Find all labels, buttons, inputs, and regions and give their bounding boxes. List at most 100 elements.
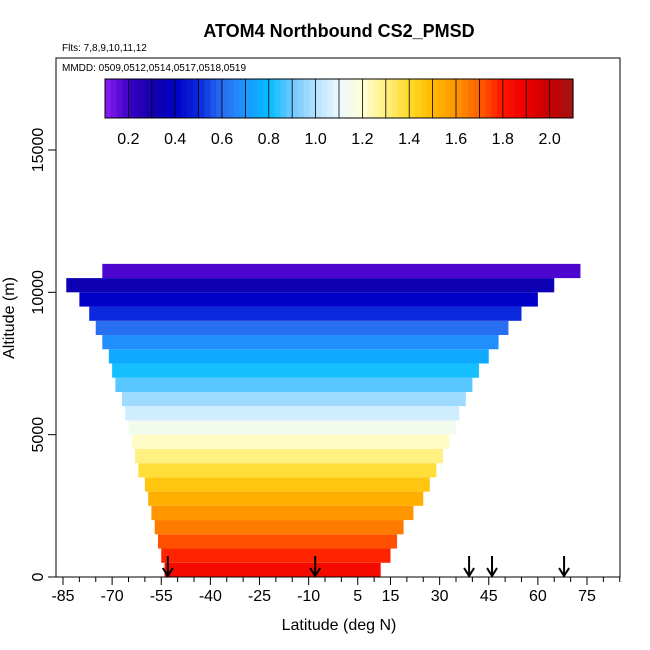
colorbar-segment <box>385 79 393 118</box>
x-tick-label: 60 <box>529 588 547 605</box>
colorbar-segment <box>508 79 516 118</box>
colorbar-segment <box>315 79 323 118</box>
colorbar-segment <box>450 79 457 118</box>
colorbar-segment <box>222 79 229 118</box>
colorbar-tick-label: 1.8 <box>492 131 514 148</box>
colorbar-segment <box>555 79 562 118</box>
data-layer <box>95 320 509 336</box>
y-tick-label: 5000 <box>30 417 47 453</box>
x-tick-label: -40 <box>199 588 222 605</box>
colorbar-segment <box>110 79 118 118</box>
data-layer <box>164 562 381 577</box>
y-axis-label: Altitude (m) <box>1 277 18 359</box>
data-layer <box>121 391 466 407</box>
plot-frame <box>55 57 621 578</box>
colorbar-segment <box>134 79 141 118</box>
colorbar-segment <box>485 79 492 118</box>
colorbar-segment <box>280 79 287 118</box>
x-tick-label: -25 <box>248 588 271 605</box>
colorbar-segment <box>456 79 463 118</box>
colorbar-segment <box>268 79 276 118</box>
colorbar-segment <box>257 79 264 118</box>
x-tick-label: -70 <box>101 588 124 605</box>
colorbar-segment <box>561 79 568 118</box>
colorbar-segment <box>157 79 165 118</box>
data-layer <box>154 520 404 535</box>
colorbar-segment <box>303 79 311 118</box>
colorbar-segment <box>233 79 241 118</box>
colorbar-segment <box>526 79 533 118</box>
data-layer <box>131 434 450 449</box>
flight-arrow <box>558 556 570 578</box>
x-tick-label: 45 <box>480 588 498 605</box>
colorbar-segment <box>151 79 159 118</box>
flight-arrow <box>161 556 174 578</box>
colorbar-tick-label: 2.0 <box>538 131 560 148</box>
flight-arrow <box>486 556 498 578</box>
data-layer <box>148 491 424 506</box>
flight-arrow <box>309 556 322 578</box>
colorbar-segment <box>491 79 498 118</box>
data-layer <box>128 420 456 435</box>
flight-arrow <box>463 556 475 578</box>
colorbar-segment <box>181 79 188 118</box>
colorbar-segment <box>116 79 124 118</box>
colorbar-segment <box>397 79 404 118</box>
y-axis: 0 5000 10000 15000 <box>30 128 56 581</box>
colorbar-segment <box>374 79 381 118</box>
data-layers <box>66 263 581 577</box>
x-tick-label: -55 <box>150 588 173 605</box>
colorbar-segment <box>537 79 545 118</box>
colorbar-segment <box>356 79 363 118</box>
colorbar-segment <box>520 79 527 118</box>
data-layer <box>151 505 414 521</box>
colorbar-segment <box>216 79 223 118</box>
colorbar-segment <box>286 79 293 118</box>
flight-arrows <box>161 556 570 578</box>
colorbar-segment <box>432 79 440 118</box>
colorbar-segment <box>420 79 428 118</box>
colorbar-segment <box>391 79 399 118</box>
colorbar-segment <box>502 79 510 118</box>
data-layer <box>161 548 391 563</box>
colorbar-segment <box>549 79 557 118</box>
colorbar-tick-label: 0.8 <box>258 131 280 148</box>
colorbar-segment <box>128 79 135 118</box>
colorbar-segment <box>567 79 574 118</box>
chart-title: ATOM4 Northbound CS2_PMSD <box>203 21 474 41</box>
y-tick-label: 15000 <box>30 128 47 173</box>
x-tick-label: -10 <box>297 588 320 605</box>
data-layer <box>144 477 430 492</box>
colorbar-segment <box>543 79 551 118</box>
colorbar-segment <box>245 79 252 118</box>
colorbar-segment <box>403 79 410 118</box>
data-layer <box>112 363 479 378</box>
y-tick-label: 0 <box>30 572 47 581</box>
colorbar-frame <box>104 78 574 119</box>
colorbar-tick-label: 1.2 <box>351 131 373 148</box>
data-layer <box>89 306 522 321</box>
colorbar-segment <box>210 79 217 118</box>
colorbar-segment <box>532 79 539 118</box>
x-axis-label: Latitude (deg N) <box>282 617 397 634</box>
colorbar-segment <box>444 79 451 118</box>
colorbar-segment <box>227 79 235 118</box>
colorbar-segment <box>140 79 147 118</box>
colorbar-tick-label: 1.4 <box>398 131 420 148</box>
data-layer <box>66 278 555 293</box>
colorbar: 0.2 0.4 0.6 0.8 1.0 1.2 1.4 1.6 1.8 2.0 <box>104 78 574 148</box>
colorbar-segment <box>192 79 200 118</box>
data-layer <box>102 335 499 350</box>
colorbar-segment <box>298 79 305 118</box>
colorbar-segment <box>496 79 504 118</box>
data-layer <box>138 463 437 478</box>
data-layer <box>79 292 538 307</box>
chart-subtitle-dates: MMDD: 0509,0512,0514,0517,0518,0519 <box>62 63 246 74</box>
colorbar-segment <box>344 79 352 118</box>
colorbar-segment <box>198 79 206 118</box>
colorbar-segment <box>426 79 434 118</box>
colorbar-segment <box>186 79 194 118</box>
x-tick-label: 30 <box>431 588 449 605</box>
colorbar-segment <box>169 79 176 118</box>
